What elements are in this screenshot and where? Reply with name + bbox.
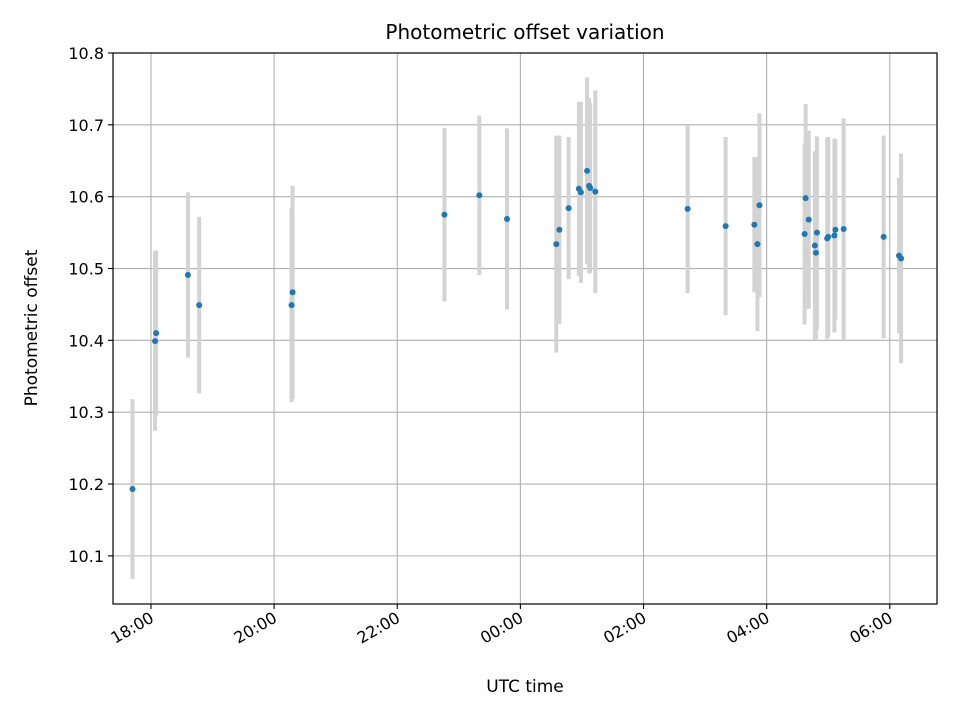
- y-axis-label: Photometric offset: [22, 249, 42, 406]
- chart-title: Photometric offset variation: [385, 20, 664, 44]
- data-point: [825, 233, 832, 240]
- data-point: [196, 302, 203, 309]
- data-point: [584, 167, 591, 174]
- data-point: [129, 486, 136, 493]
- data-point: [813, 229, 820, 236]
- data-point: [754, 241, 761, 248]
- y-axis-ticks: 10.1 10.2 10.3 10.4 10.5 10.6 10.7 10.8: [68, 44, 113, 566]
- y-tick-label: 10.4: [68, 331, 104, 350]
- data-point: [722, 223, 729, 230]
- data-point: [756, 202, 763, 209]
- data-point: [184, 271, 191, 278]
- data-point: [476, 192, 483, 199]
- data-point: [811, 242, 818, 249]
- data-point: [831, 232, 838, 239]
- y-tick-label: 10.8: [68, 44, 104, 63]
- data-point: [812, 249, 819, 256]
- data-point: [288, 302, 295, 309]
- data-point: [684, 205, 691, 212]
- y-tick-label: 10.3: [68, 403, 104, 422]
- data-points: [129, 167, 905, 493]
- data-point: [577, 189, 584, 196]
- data-point: [441, 211, 448, 218]
- data-point: [880, 233, 887, 240]
- y-tick-label: 10.7: [68, 116, 104, 135]
- data-point: [553, 241, 560, 248]
- data-point: [832, 226, 839, 233]
- data-point: [802, 195, 809, 202]
- y-tick-label: 10.1: [68, 547, 104, 566]
- plot-frame: [112, 52, 938, 605]
- data-point: [840, 226, 847, 233]
- data-point: [805, 216, 812, 223]
- data-point: [565, 205, 572, 212]
- x-axis-label: UTC time: [486, 677, 564, 697]
- data-point: [587, 185, 594, 192]
- data-point: [289, 289, 296, 296]
- data-point: [751, 221, 758, 228]
- data-point: [153, 330, 160, 337]
- y-tick-label: 10.5: [68, 260, 104, 279]
- data-point: [504, 215, 511, 222]
- data-point: [592, 188, 599, 195]
- data-point: [898, 255, 905, 262]
- y-tick-label: 10.2: [68, 475, 104, 494]
- data-point: [801, 231, 808, 238]
- data-point: [152, 338, 159, 345]
- data-point: [556, 226, 563, 233]
- y-tick-label: 10.6: [68, 188, 104, 207]
